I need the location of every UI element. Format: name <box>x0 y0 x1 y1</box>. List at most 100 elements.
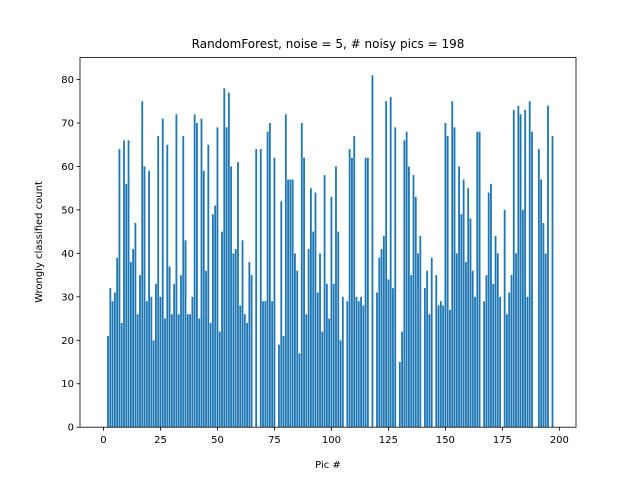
bar <box>273 157 276 428</box>
bar <box>405 131 408 428</box>
bar <box>325 283 328 428</box>
bar <box>410 275 413 428</box>
bar <box>376 292 378 428</box>
bar <box>303 157 305 428</box>
x-tick-label: 50 <box>211 435 224 446</box>
bar <box>551 136 554 428</box>
bar <box>474 296 476 428</box>
bar <box>346 301 349 428</box>
bar <box>316 292 319 428</box>
bar <box>453 127 456 428</box>
bar <box>519 114 522 428</box>
bar <box>387 279 390 428</box>
bar <box>487 192 490 428</box>
bar <box>145 301 148 428</box>
bar <box>154 283 157 428</box>
bar <box>221 231 223 428</box>
bar <box>239 305 242 428</box>
bar <box>287 179 290 428</box>
bar <box>446 136 449 428</box>
bar <box>278 344 280 428</box>
bar <box>111 301 114 428</box>
x-tick-label: 25 <box>154 435 167 446</box>
bar <box>496 253 499 428</box>
bar <box>123 140 125 428</box>
bar <box>412 175 415 428</box>
bar <box>298 353 301 428</box>
bar <box>408 166 410 428</box>
bar <box>207 144 210 428</box>
bar <box>196 123 198 428</box>
bar <box>184 240 187 428</box>
bar <box>243 314 246 428</box>
bar <box>109 288 112 428</box>
bar <box>268 123 271 428</box>
y-tick-label: 40 <box>61 249 74 260</box>
bar <box>515 253 517 428</box>
bar <box>132 249 135 428</box>
bar <box>414 196 417 428</box>
bar <box>129 262 132 428</box>
bar <box>494 235 497 428</box>
bar <box>161 118 164 428</box>
bar <box>216 127 219 428</box>
bar <box>426 270 429 428</box>
bar <box>355 296 358 428</box>
bar <box>159 296 162 428</box>
bar <box>499 296 502 428</box>
bar <box>234 249 237 428</box>
bar <box>223 88 226 428</box>
bar <box>442 305 445 428</box>
bar <box>271 301 274 428</box>
bar <box>309 188 312 428</box>
bar <box>362 305 365 428</box>
bar <box>294 253 296 428</box>
bar <box>218 331 221 428</box>
bar <box>232 253 235 428</box>
bar <box>230 166 233 428</box>
plot-frame <box>79 57 577 428</box>
bar <box>186 314 189 428</box>
bar <box>246 322 248 428</box>
bar <box>351 157 353 428</box>
chart-title: RandomForest, noise = 5, # noisy pics = … <box>192 37 465 51</box>
bar <box>116 257 119 428</box>
bar <box>403 140 406 428</box>
bar <box>335 166 337 428</box>
bar <box>307 249 310 428</box>
bar <box>537 149 540 428</box>
bar <box>341 296 344 428</box>
bar <box>259 149 262 428</box>
bar <box>528 101 531 428</box>
bar <box>544 253 547 428</box>
bar <box>255 149 258 428</box>
bar <box>141 101 144 428</box>
y-tick-label: 60 <box>61 162 74 173</box>
y-axis-label: Wrongly classified count <box>34 181 45 303</box>
bar <box>508 292 511 428</box>
bar <box>296 270 299 428</box>
bar <box>262 301 264 428</box>
bar <box>205 270 207 428</box>
x-axis-label: Pic # <box>315 460 341 471</box>
bar <box>353 136 356 428</box>
bar <box>521 209 524 428</box>
bar <box>392 288 394 428</box>
bar <box>455 253 458 428</box>
bar <box>330 196 333 428</box>
bar <box>282 335 285 428</box>
bar <box>439 301 442 428</box>
bar <box>460 214 463 428</box>
x-tick-label: 175 <box>493 435 512 446</box>
bar <box>417 253 419 428</box>
bar <box>467 188 470 428</box>
bar <box>471 270 474 428</box>
bar <box>198 318 201 428</box>
y-tick-label: 0 <box>68 423 74 434</box>
bar <box>152 340 155 428</box>
bar <box>385 101 388 428</box>
bar <box>506 314 508 428</box>
bar <box>202 170 205 428</box>
bar <box>512 109 515 428</box>
bar <box>339 340 342 428</box>
